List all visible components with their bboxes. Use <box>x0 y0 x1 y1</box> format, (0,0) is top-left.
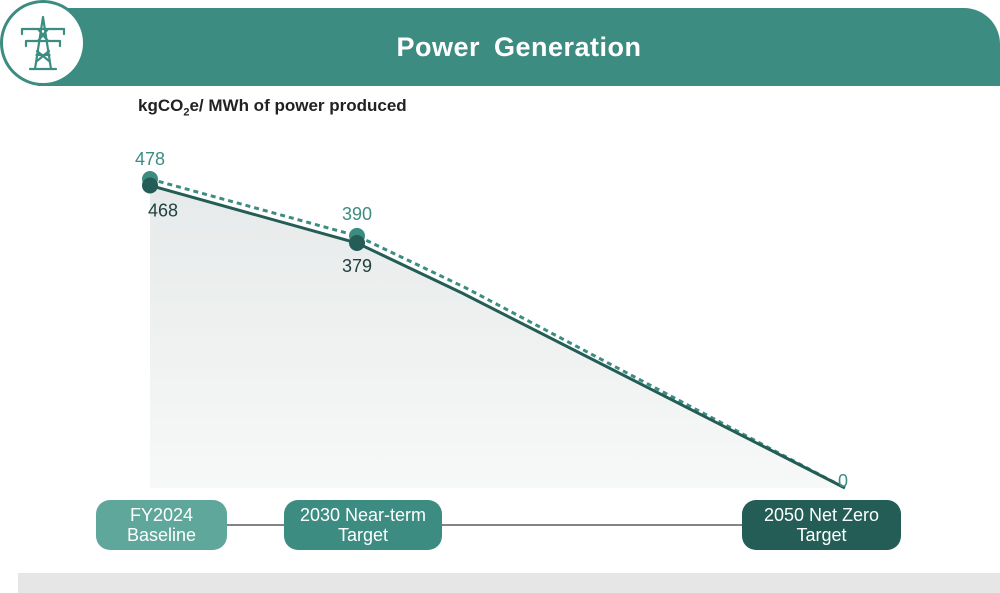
value-label-dashed-0: 478 <box>135 149 165 169</box>
series-line-dashed <box>149 177 846 490</box>
milestone-baseline-line1: FY2024 <box>129 505 194 525</box>
point-solid-0 <box>142 177 158 194</box>
milestone-net-zero-line1: 2050 Net Zero <box>763 505 880 525</box>
milestone-baseline-line2: Baseline <box>126 525 197 545</box>
milestone-near-term-line1: 2030 Near-term <box>299 505 427 525</box>
page-title: Power Generation <box>396 31 642 62</box>
value-label-dashed-2: 0 <box>838 471 848 491</box>
value-label-solid-1: 379 <box>342 256 372 276</box>
value-label-solid-0: 468 <box>148 200 178 220</box>
milestone-baseline: FY2024 Baseline <box>96 500 227 550</box>
milestone-near-term: 2030 Near-term Target <box>284 500 442 550</box>
value-label-dashed-1: 390 <box>342 204 372 224</box>
power-tower-icon <box>0 0 86 86</box>
milestone-near-term-line2: Target <box>337 525 389 545</box>
footer-strip <box>18 573 1000 593</box>
milestone-net-zero-line2: Target <box>796 525 847 545</box>
header-bar <box>38 8 1000 86</box>
series-line-solid <box>149 184 846 490</box>
y-axis-unit-label: kgCO2e/ MWh of power produced <box>138 96 407 119</box>
chart-area <box>150 185 845 489</box>
milestone-net-zero: 2050 Net Zero Target <box>742 500 901 550</box>
point-solid-1 <box>349 234 365 251</box>
power-tower-icon-graphic <box>20 15 66 71</box>
